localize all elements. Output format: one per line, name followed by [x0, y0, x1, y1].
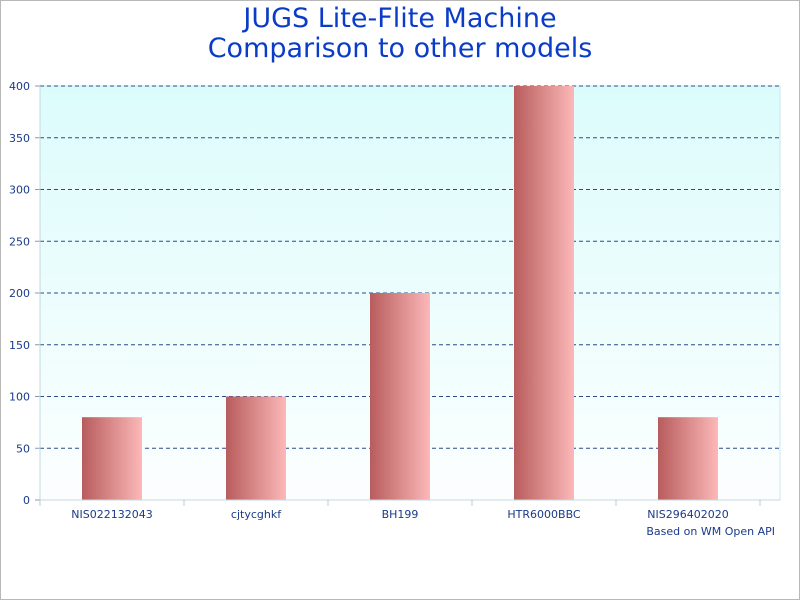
- y-tick-label: 250: [9, 235, 30, 248]
- bar: [82, 417, 142, 500]
- y-tick-label: 350: [9, 132, 30, 145]
- x-category-labels: NIS022132043 cjtycghkf BH199 HTR6000BBC NIS2…: [71, 508, 728, 521]
- x-category-label: HTR6000BBC: [507, 508, 581, 521]
- x-category-label: cjtycghkf: [231, 508, 282, 521]
- bar: [226, 396, 286, 500]
- bars: [82, 86, 718, 500]
- x-category-label: BH199: [382, 508, 419, 521]
- chart-title-line-2: Comparison to other models: [208, 33, 593, 64]
- y-tick-label: 0: [23, 494, 30, 507]
- x-category-label: NIS296402020: [647, 508, 728, 521]
- y-tick-labels: 0 50 100 150 200 250 300 350 400: [9, 80, 30, 507]
- x-category-label: NIS022132043: [71, 508, 152, 521]
- bar: [514, 86, 574, 500]
- y-tick-label: 100: [9, 391, 30, 404]
- y-tick-label: 200: [9, 287, 30, 300]
- y-tick-label: 150: [9, 339, 30, 352]
- gridlines: [35, 85, 780, 501]
- bar: [658, 417, 718, 500]
- y-tick-label: 300: [9, 184, 30, 197]
- y-tick-label: 400: [9, 80, 30, 93]
- y-tick-label: 50: [16, 442, 30, 455]
- chart-title-line-1: JUGS Lite-Flite Machine: [241, 3, 556, 34]
- credit-text: Based on WM Open API: [646, 525, 775, 538]
- bar: [370, 293, 430, 500]
- axes: [39, 86, 780, 506]
